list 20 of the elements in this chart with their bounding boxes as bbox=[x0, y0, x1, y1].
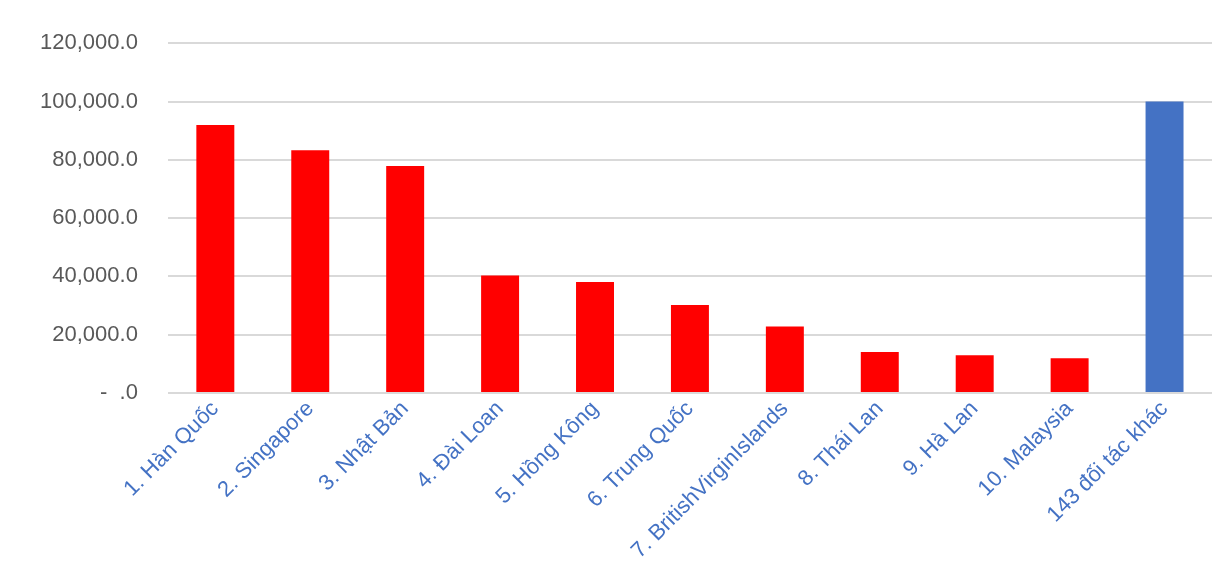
bar bbox=[1145, 101, 1184, 393]
x-tick-label: 9. Hà Lan bbox=[897, 395, 983, 481]
bar bbox=[576, 281, 614, 393]
bar bbox=[386, 165, 425, 393]
bar bbox=[1050, 358, 1089, 393]
y-tick-label: 120,000.0 bbox=[40, 29, 138, 55]
bar bbox=[291, 150, 330, 393]
y-tick-label: 80,000.0 bbox=[52, 145, 138, 171]
bar bbox=[481, 275, 520, 393]
y-tick-label: 20,000.0 bbox=[52, 320, 138, 346]
y-tick-label: - .0 bbox=[99, 379, 138, 405]
bar bbox=[765, 326, 804, 393]
y-tick-label: 60,000.0 bbox=[52, 204, 138, 230]
bar bbox=[955, 355, 994, 393]
y-tick-label: 40,000.0 bbox=[52, 262, 138, 288]
bar bbox=[670, 304, 709, 393]
x-tick-label: 8. Thái Lan bbox=[792, 395, 888, 491]
bar bbox=[196, 125, 235, 393]
y-tick-label: 100,000.0 bbox=[40, 87, 138, 113]
bar bbox=[860, 351, 899, 393]
